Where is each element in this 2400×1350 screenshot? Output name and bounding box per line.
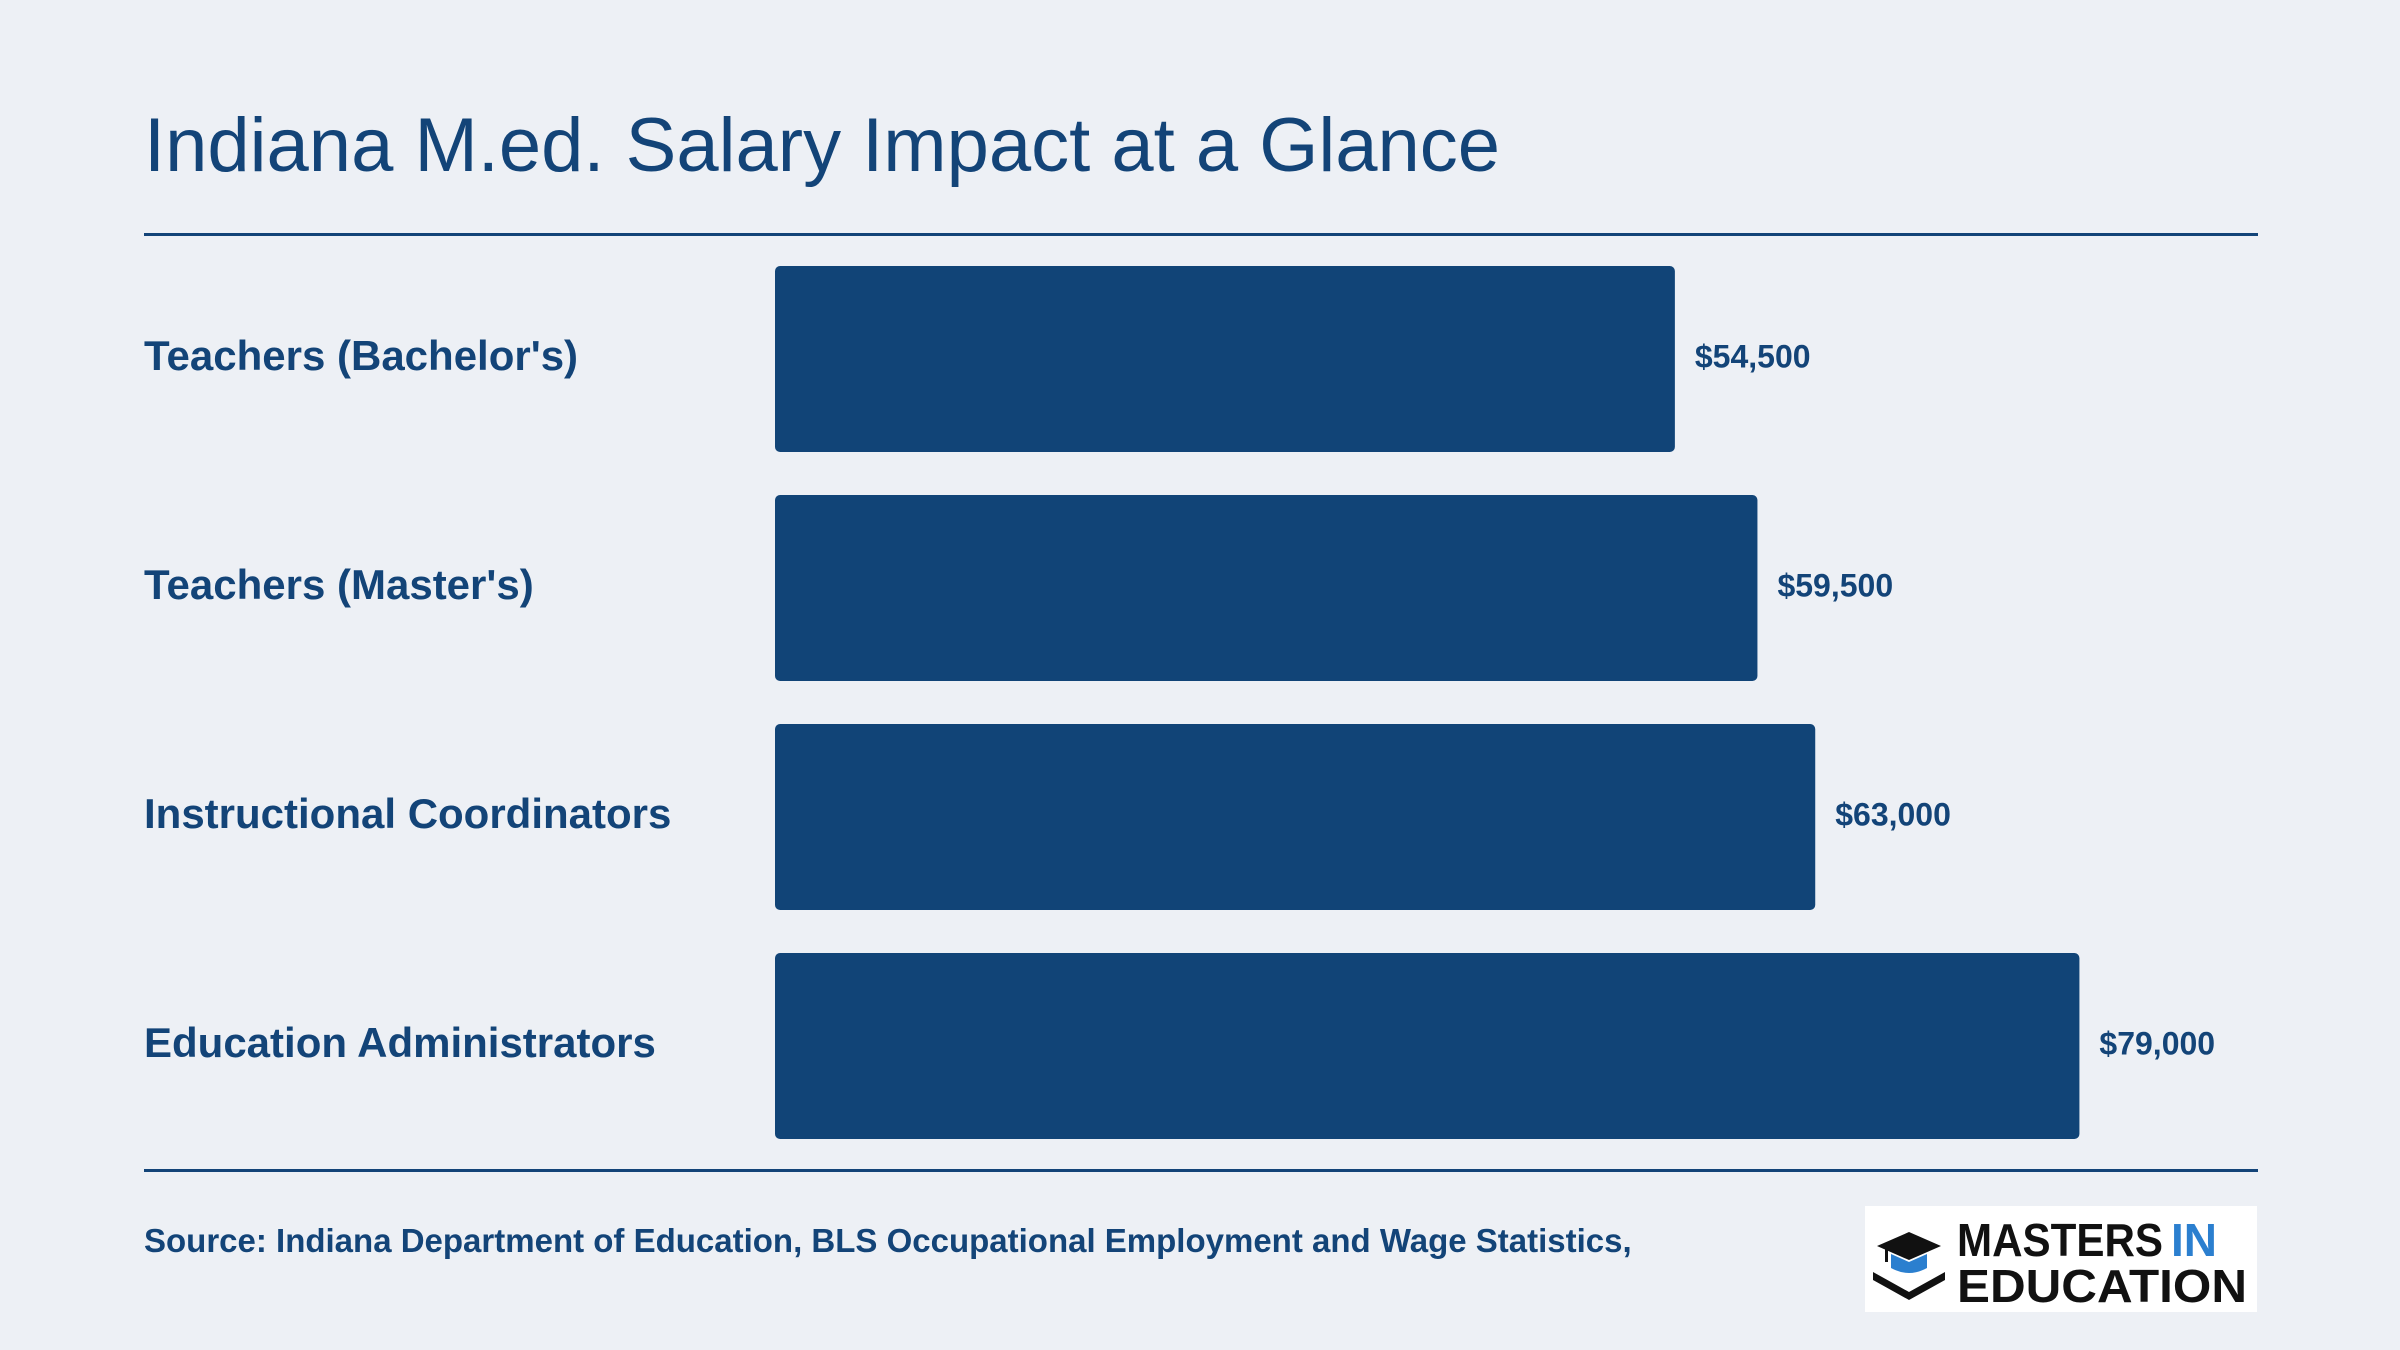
source-note: Source: Indiana Department of Education,… [144, 1222, 1632, 1259]
logo-text-masters: MASTERS [1957, 1214, 2163, 1266]
category-label: Teachers (Bachelor's) [144, 332, 578, 379]
category-label: Teachers (Master's) [144, 561, 534, 608]
value-label: $54,500 [1695, 338, 1811, 374]
bar [775, 724, 1816, 910]
logo-text-in: IN [2171, 1214, 2217, 1266]
bar [775, 266, 1675, 452]
bottom-divider [144, 1169, 2258, 1172]
logo-text-education: EDUCATION [1957, 1260, 2247, 1312]
value-label: $63,000 [1835, 796, 1951, 832]
chart-title: Indiana M.ed. Salary Impact at a Glance [144, 103, 1501, 188]
category-label: Instructional Coordinators [144, 790, 671, 837]
value-label: $79,000 [2099, 1025, 2215, 1061]
top-divider [144, 233, 2258, 236]
graduation-cap-icon [1873, 1232, 1945, 1300]
bar [775, 953, 2080, 1139]
bar [775, 495, 1758, 681]
category-label: Education Administrators [144, 1019, 656, 1066]
value-label: $59,500 [1777, 567, 1893, 603]
masters-in-education-logo: MASTERS IN EDUCATION [1865, 1206, 2257, 1312]
